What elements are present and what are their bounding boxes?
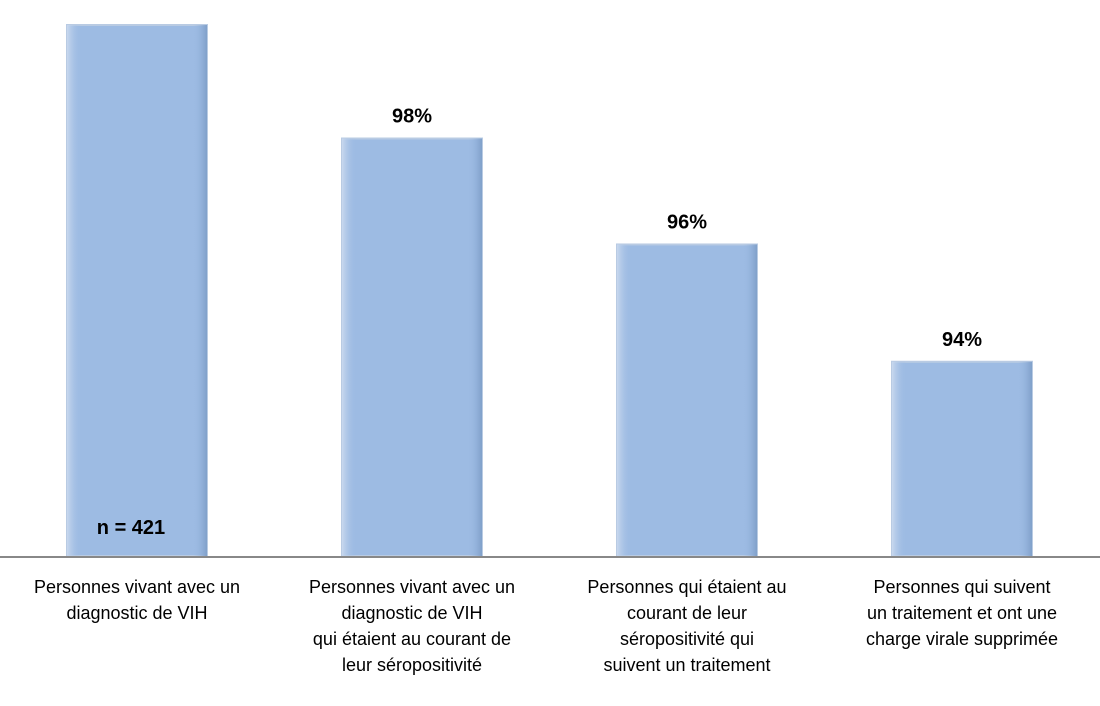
bar-shade — [342, 138, 482, 556]
x-tick-label: Personnes vivant avec un diagnostic de V… — [33, 577, 241, 623]
sample-size-label: n = 421 — [97, 517, 165, 539]
bar-shade — [617, 244, 757, 556]
bar-shade — [892, 361, 1032, 556]
x-tick-label: Personnes vivant avec un diagnostic de V… — [308, 577, 516, 675]
x-tick-label: Personnes qui suivent un traitement et o… — [865, 577, 1059, 649]
bar-shade — [67, 25, 207, 556]
value-label: 98% — [392, 106, 432, 128]
x-tick-label: Personnes qui étaient au courant de leur… — [587, 577, 787, 675]
value-label: 94% — [942, 329, 982, 351]
value-label: 96% — [667, 211, 707, 233]
